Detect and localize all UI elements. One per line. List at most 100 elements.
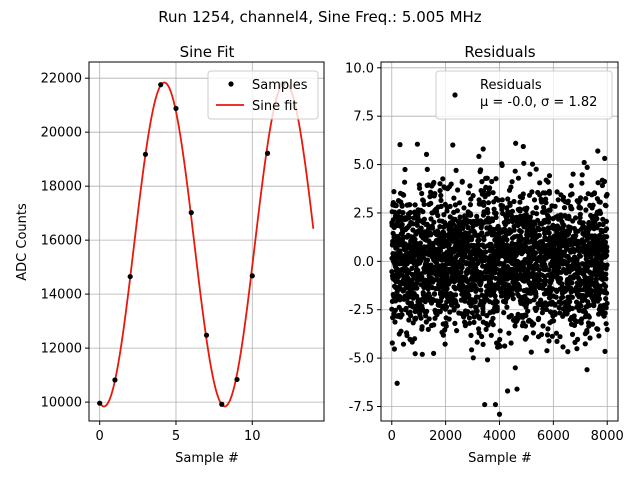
sine-fit-xtick-label: 10 [244, 429, 261, 444]
residual-point [431, 179, 437, 186]
residual-point [484, 357, 491, 363]
residual-point [530, 330, 537, 336]
sine-fit-grid [89, 62, 324, 421]
residual-point [603, 276, 609, 282]
residual-point [471, 319, 477, 325]
residual-point [412, 336, 418, 342]
residual-outlier-point [513, 140, 519, 146]
sine-fit-ytick-label: 16000 [41, 234, 82, 249]
residuals-ytick-label: -7.5 [349, 400, 374, 415]
residual-point [518, 229, 524, 235]
residual-point [449, 256, 455, 262]
residual-point [533, 166, 539, 172]
residual-point [457, 200, 463, 206]
residual-point [517, 208, 523, 214]
residual-point [569, 191, 575, 197]
residual-point [434, 208, 440, 215]
sine-fit-ticks: 0 5 10 10000 12000 14000 16000 18000 20000 22000 [41, 72, 261, 444]
sine-fit-xtick-label: 5 [172, 429, 180, 444]
residual-point [431, 219, 437, 225]
residual-point [499, 162, 505, 168]
residual-point [404, 261, 410, 267]
residual-point [400, 341, 407, 347]
residual-point [527, 171, 533, 177]
residual-point [493, 214, 499, 220]
residual-outlier-point [504, 388, 511, 394]
residual-point [407, 209, 413, 216]
residual-point [489, 178, 495, 185]
residual-point [466, 315, 472, 321]
residual-point [469, 347, 475, 353]
residual-point [399, 312, 405, 318]
residual-point [584, 329, 590, 335]
residual-point [490, 322, 496, 328]
residual-outlier-point [584, 367, 590, 373]
residual-point [578, 320, 584, 326]
residual-point [502, 343, 508, 349]
residual-point [508, 312, 514, 319]
residual-point [391, 189, 397, 195]
residual-point [392, 307, 398, 313]
residual-point [480, 311, 486, 317]
residual-point [478, 287, 484, 293]
sine-fit-ytick-label: 18000 [41, 180, 82, 195]
residual-point [441, 224, 447, 230]
legend-residuals-stats: μ = -0.0, σ = 1.82 [480, 95, 597, 110]
residual-point [481, 202, 487, 208]
residual-point [594, 216, 600, 222]
residual-point [389, 269, 395, 275]
residual-point [507, 202, 513, 208]
residual-point [440, 176, 446, 182]
residual-point [485, 210, 491, 216]
residuals-xtick-label: 6000 [537, 429, 570, 444]
residual-point [603, 305, 609, 311]
residual-point [473, 286, 479, 292]
residual-point [441, 212, 447, 218]
residual-point [595, 326, 601, 332]
residual-point [560, 194, 567, 200]
residual-point [437, 188, 443, 194]
residual-point [465, 309, 471, 315]
residual-point [417, 185, 423, 191]
residual-point [392, 319, 398, 325]
residuals-ytick-label: 5.0 [353, 158, 374, 173]
residual-point [509, 291, 516, 297]
residual-point [604, 290, 610, 296]
residual-point [534, 211, 540, 217]
sine-fit-ytick-label: 22000 [41, 72, 82, 87]
residual-point [546, 214, 552, 221]
residual-point [547, 207, 553, 213]
residual-point [400, 210, 406, 216]
sine-fit-xtick-label: 0 [96, 429, 104, 444]
sine-fit-title: Sine Fit [180, 43, 235, 61]
residual-point [567, 299, 573, 305]
legend-samples-label: Samples [252, 78, 308, 93]
residual-point [490, 190, 496, 196]
residual-point [545, 179, 551, 185]
residual-point [596, 232, 603, 239]
residual-point [467, 183, 473, 189]
residual-point [425, 326, 431, 332]
residual-point [511, 227, 517, 233]
residual-point [554, 189, 560, 195]
residual-point [435, 212, 441, 219]
residual-point [601, 178, 608, 185]
residual-point [561, 205, 568, 211]
residual-point [424, 308, 430, 314]
residual-point [442, 341, 448, 347]
residual-point [604, 326, 610, 333]
residual-point [543, 278, 549, 284]
residual-point [508, 184, 514, 190]
residual-point [569, 294, 576, 300]
residual-point [536, 232, 542, 238]
residual-point [539, 310, 546, 316]
residual-point [401, 287, 407, 293]
residual-point [480, 146, 486, 152]
residual-point [504, 242, 510, 248]
residual-outlier-point [482, 401, 488, 408]
residual-point [570, 171, 576, 177]
residual-point [543, 200, 549, 206]
residual-point [568, 183, 574, 189]
sine-fit-axes-frame [88, 61, 325, 422]
